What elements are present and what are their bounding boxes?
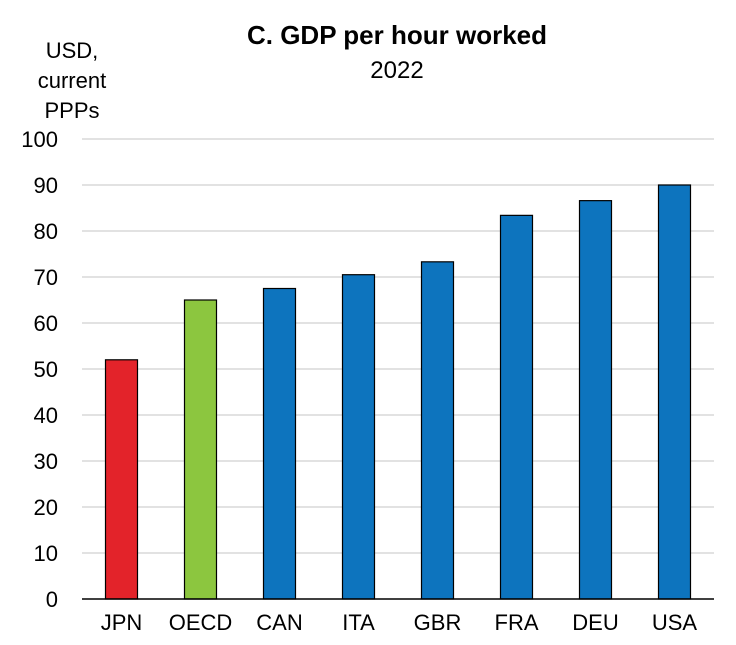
gridlines [82, 138, 714, 554]
bar-jpn [104, 359, 139, 600]
bar-can [262, 287, 297, 600]
y-tick-label-90: 90 [34, 173, 58, 198]
y-tick-labels: 0 10 20 30 40 50 60 70 80 90 100 [21, 127, 58, 612]
x-tick-label-deu: DEU [572, 610, 618, 635]
bar-fra [499, 214, 534, 600]
x-tick-label-fra: FRA [495, 610, 539, 635]
chart-title: C. GDP per hour worked [247, 20, 547, 50]
x-tick-label-usa: USA [652, 610, 698, 635]
y-tick-label-100: 100 [21, 127, 58, 152]
bar-gbr [420, 261, 455, 600]
y-tick-label-10: 10 [34, 541, 58, 566]
bar-usa [657, 184, 692, 600]
bar-deu [578, 200, 613, 600]
x-tick-labels: JPN OECD CAN ITA GBR FRA DEU USA [101, 610, 698, 635]
x-tick-label-jpn: JPN [101, 610, 143, 635]
y-tick-label-50: 50 [34, 357, 58, 382]
bar-oecd [183, 299, 218, 600]
y-tick-label-40: 40 [34, 403, 58, 428]
y-tick-label-20: 20 [34, 495, 58, 520]
x-tick-label-can: CAN [256, 610, 302, 635]
y-axis-label-line-1: USD, [46, 38, 99, 63]
y-tick-label-80: 80 [34, 219, 58, 244]
bars [104, 184, 692, 600]
y-tick-label-60: 60 [34, 311, 58, 336]
y-tick-label-0: 0 [46, 587, 58, 612]
x-tick-label-gbr: GBR [414, 610, 462, 635]
x-tick-label-ita: ITA [342, 610, 375, 635]
chart-subtitle: 2022 [370, 57, 423, 84]
x-tick-label-oecd: OECD [169, 610, 233, 635]
y-tick-label-70: 70 [34, 265, 58, 290]
y-axis-label-line-2: current [38, 68, 106, 93]
bar-ita [341, 274, 376, 600]
y-axis-label-line-3: PPPs [44, 98, 99, 123]
y-tick-label-30: 30 [34, 449, 58, 474]
